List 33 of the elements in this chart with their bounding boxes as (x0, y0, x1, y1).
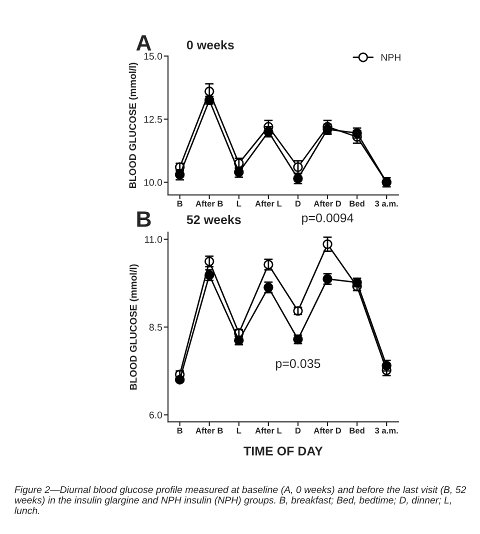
caption: Figure 2—Diurnal blood glucose profile measured at baseline (A, 0 weeks) and before the last visit (B, 52 weeks) in the insulin glargine and NPH insulin (NPH) groups. B, breakfast; Bed, bedtime; D, dinner; L, lunch. (14, 486, 466, 514)
x-tick-label: After L (255, 200, 282, 207)
x-tick-label: After B (196, 200, 223, 207)
x-tick-label: Bed (350, 427, 364, 434)
x-tick-label: After L (255, 427, 282, 434)
x-tick-label: B (177, 200, 182, 207)
annotation: p=0.0094 (302, 213, 354, 225)
y-tick-label: 8.5 (149, 324, 162, 331)
x-tick-label: D (296, 200, 301, 207)
y-tick-label: 6.0 (149, 412, 162, 418)
y-tick-label: 12.5 (144, 116, 162, 123)
x-axis-title: TIME OF DAY (244, 446, 323, 456)
y-tick-label: 15.0 (144, 52, 162, 60)
y-tick-label: 11.0 (144, 236, 162, 243)
y-axis-title: BLOOD GLUCOSE (mmol/l) (130, 264, 139, 390)
x-tick-label: L (236, 200, 242, 207)
chart-title: B (137, 211, 151, 227)
x-tick-label: After D (314, 427, 342, 434)
chart-subtitle: 52 weeks (186, 214, 241, 224)
x-tick-label: After D (314, 200, 342, 207)
x-tick-label: 3 a.m. (374, 428, 398, 434)
legend-label: NPH (381, 54, 400, 61)
x-tick-label: 3 a.m. (374, 200, 398, 207)
x-tick-label: Bed (350, 200, 364, 207)
x-tick-label: B (177, 428, 182, 434)
chart-title: A (136, 35, 152, 51)
annotation: p=0.035 (276, 359, 320, 370)
x-tick-label: D (296, 428, 301, 434)
y-axis-title: BLOOD GLUCOSE (mmol/l) (128, 62, 138, 188)
y-tick-label: 10.0 (144, 179, 162, 186)
x-tick-label: L (236, 428, 242, 434)
chart-subtitle: 0 weeks (186, 40, 234, 50)
x-tick-label: After B (196, 427, 223, 434)
